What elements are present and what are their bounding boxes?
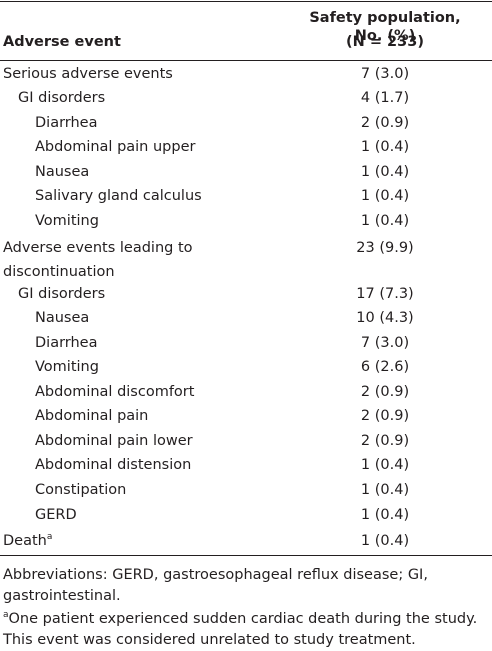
row-value: 2 (0.9) (360, 115, 410, 131)
label-text: Abdominal discomfort (35, 384, 195, 400)
row-label: Salivary gland calculus (35, 187, 315, 205)
row-value: 23 (9.9) (356, 240, 414, 256)
label-text: GI disorders (18, 286, 106, 302)
col-header: (N = 233) (346, 34, 424, 50)
footnote-marker: a (3, 610, 9, 620)
col-header: Adverse event (3, 34, 121, 50)
row-value: 6 (2.6) (360, 359, 410, 375)
row-label: GI disorders (18, 285, 298, 303)
row-label: Nausea (35, 309, 315, 327)
label-text: Adverse events leading to discontinuatio… (3, 240, 193, 280)
row-label: Diarrhea (35, 114, 315, 132)
row-value: 17 (7.3) (356, 286, 414, 302)
label-text: Abdominal distension (35, 457, 192, 473)
superscript: a (46, 532, 53, 542)
label-text: Vomiting (35, 359, 99, 375)
row-value: 1 (0.4) (360, 507, 410, 523)
label-text: GI disorders (18, 90, 106, 106)
row-label: Abdominal discomfort (35, 383, 315, 401)
row-label: GERD (35, 506, 315, 524)
row-label: Abdominal pain (35, 407, 315, 425)
header-rule (0, 60, 492, 61)
row-value: 1 (0.4) (360, 164, 410, 180)
row-label: Abdominal pain lower (35, 432, 315, 450)
top-rule (0, 1, 492, 2)
row-label: Adverse events leading to discontinuatio… (3, 236, 203, 284)
row-label: Deatha (3, 532, 283, 550)
row-value: 1 (0.4) (360, 188, 410, 204)
row-value: 1 (0.4) (360, 533, 410, 549)
row-value: 2 (0.9) (360, 433, 410, 449)
row-value: 2 (0.9) (360, 384, 410, 400)
label-text: Vomiting (35, 213, 99, 229)
label-text: Serious adverse events (3, 66, 173, 82)
row-value: 1 (0.4) (360, 213, 410, 229)
row-value: 1 (0.4) (360, 482, 410, 498)
footnote-text: One patient experienced sudden cardiac d… (3, 611, 478, 648)
label-text: Salivary gland calculus (35, 188, 202, 204)
label-text: Diarrhea (35, 115, 98, 131)
row-label: Nausea (35, 163, 315, 181)
row-label: Vomiting (35, 212, 315, 230)
row-value: 1 (0.4) (360, 139, 410, 155)
row-value: 1 (0.4) (360, 457, 410, 473)
row-label: Abdominal distension (35, 456, 315, 474)
label-text: Abdominal pain upper (35, 139, 196, 155)
col-header: Safety population, No. (%) (309, 10, 461, 44)
row-value: 4 (1.7) (360, 90, 410, 106)
label-text: Diarrhea (35, 335, 98, 351)
label-text: Nausea (35, 310, 90, 326)
label-text: Abdominal pain lower (35, 433, 193, 449)
row-value: 2 (0.9) (360, 408, 410, 424)
row-label: Constipation (35, 481, 315, 499)
label-text: Constipation (35, 482, 127, 498)
label-text: GERD (35, 507, 77, 523)
row-label: Vomiting (35, 358, 315, 376)
row-value: 7 (3.0) (360, 66, 410, 82)
row-label: Serious adverse events (3, 65, 283, 83)
footnote: Abbreviations: GERD, gastroesophageal re… (3, 567, 428, 604)
row-label: Abdominal pain upper (35, 138, 315, 156)
row-value: 7 (3.0) (360, 335, 410, 351)
bottom-rule (0, 555, 492, 556)
footnote: aOne patient experienced sudden cardiac … (3, 609, 489, 651)
row-label: GI disorders (18, 89, 298, 107)
label-text: Nausea (35, 164, 90, 180)
row-value: 10 (4.3) (356, 310, 414, 326)
label-text: Abdominal pain (35, 408, 149, 424)
label-text: Death (3, 533, 47, 549)
row-label: Diarrhea (35, 334, 315, 352)
